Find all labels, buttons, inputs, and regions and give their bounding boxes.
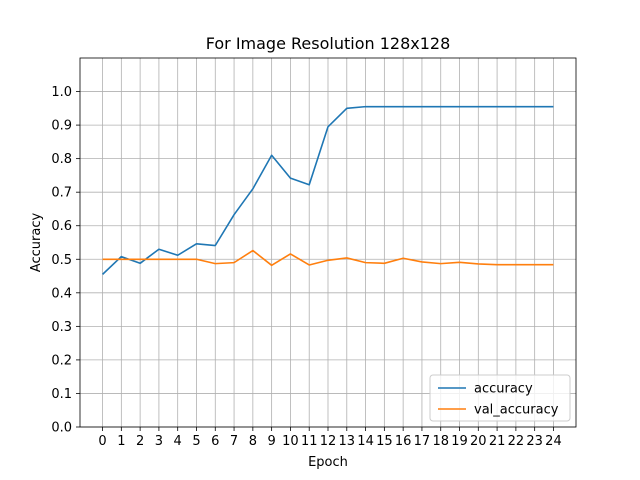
x-tick-label: 17	[414, 434, 431, 449]
y-tick-label: 0.5	[51, 253, 72, 268]
legend: accuracy val_accuracy	[429, 374, 571, 422]
series-layer	[101, 105, 554, 275]
x-tick-label: 23	[526, 434, 543, 449]
x-tick-label: 2	[136, 434, 144, 449]
y-tick-label: 0.6	[51, 219, 72, 234]
legend-label-accuracy: accuracy	[474, 382, 533, 397]
y-axis-ticks: 0.0 0.1 0.2 0.3 0.4 0.5 0.6 0.7 0.8 0.9 1.0	[51, 85, 80, 436]
x-tick-label: 7	[230, 434, 238, 449]
x-tick-label: 9	[267, 434, 275, 449]
x-tick-label: 22	[508, 434, 525, 449]
x-tick-label: 13	[339, 434, 356, 449]
y-tick-label: 0.7	[51, 186, 72, 201]
y-tick-label: 0.4	[51, 286, 72, 301]
x-tick-label: 18	[432, 434, 449, 449]
chart-title: For Image Resolution 128x128	[206, 34, 451, 53]
x-tick-label: 15	[376, 434, 393, 449]
y-tick-label: 0.9	[51, 119, 72, 134]
x-tick-label: 5	[192, 434, 200, 449]
series-line-val_accuracy	[102, 249, 554, 267]
y-tick-label: 0.0	[51, 421, 72, 436]
x-tick-label: 3	[155, 434, 163, 449]
x-tick-label: 6	[211, 434, 219, 449]
x-tick-label: 11	[301, 434, 318, 449]
x-tick-label: 14	[357, 434, 374, 449]
x-tick-label: 21	[489, 434, 506, 449]
y-tick-label: 0.2	[51, 353, 72, 368]
y-tick-label: 0.3	[51, 320, 72, 335]
x-tick-label: 4	[174, 434, 182, 449]
x-tick-label: 19	[451, 434, 468, 449]
y-axis-title: Accuracy	[29, 213, 44, 273]
x-tick-label: 8	[249, 434, 257, 449]
x-tick-label: 20	[470, 434, 487, 449]
series-line-accuracy	[101, 105, 554, 275]
x-tick-label: 12	[320, 434, 337, 449]
y-tick-label: 0.1	[51, 387, 72, 402]
y-tick-label: 1.0	[51, 85, 72, 100]
x-tick-label: 16	[395, 434, 412, 449]
x-tick-label: 10	[282, 434, 299, 449]
x-axis-title: Epoch	[308, 455, 348, 470]
x-axis-ticks: 0 1 2 3 4 5 6 7 8 9 10 11 12 13 14 15 16 17 18 19 20 21 22 23 24	[98, 427, 562, 449]
x-tick-label: 24	[545, 434, 562, 449]
x-tick-label: 1	[117, 434, 125, 449]
x-tick-label: 0	[98, 434, 106, 449]
legend-label-val_accuracy: val_accuracy	[474, 403, 559, 418]
y-tick-label: 0.8	[51, 152, 72, 167]
